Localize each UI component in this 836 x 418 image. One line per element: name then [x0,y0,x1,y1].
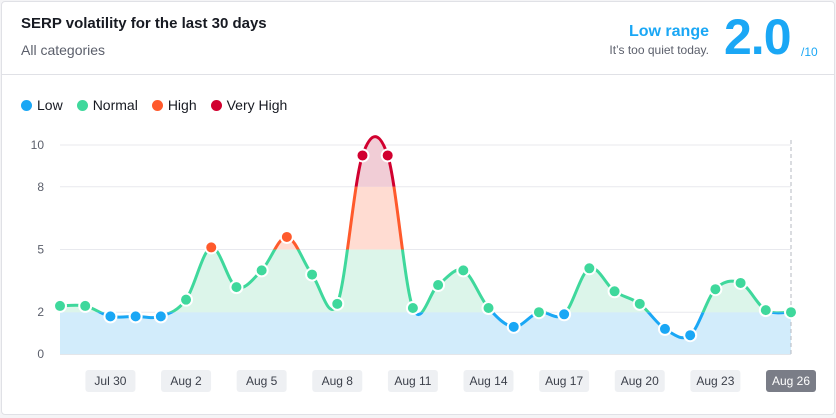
category-subtitle: All categories [21,42,106,58]
x-tick-label-box [690,370,741,392]
data-point[interactable] [784,305,798,320]
band-area-normal [60,249,791,313]
x-tick-label-box [236,370,287,392]
data-point[interactable] [481,301,496,316]
legend-dot-icon [76,99,88,111]
band-area-low [60,312,791,354]
x-tick-label-box [614,370,665,392]
data-point[interactable] [128,309,143,324]
data-point[interactable] [456,263,471,278]
data-point[interactable] [204,240,219,255]
x-tick-label: Aug 26 [772,374,810,388]
data-point[interactable] [506,319,521,334]
data-point[interactable] [733,275,748,290]
range-description: It’s too quiet today. [609,43,709,57]
legend-item-normal[interactable]: Normal [76,97,138,113]
x-tick-label-box [539,370,590,392]
data-point[interactable] [683,328,698,343]
x-tick-label: Aug 14 [469,374,507,388]
x-tick-label-box [387,370,438,392]
data-point[interactable] [405,301,420,316]
data-point[interactable] [254,263,269,278]
score-scale: /10 [801,45,818,59]
legend-label: Normal [92,97,138,113]
data-point[interactable] [607,284,622,299]
legend-dot-icon [210,99,222,111]
legend-item-low[interactable]: Low [21,97,63,113]
x-tick-label: Aug 20 [621,374,659,388]
data-point[interactable] [380,148,395,163]
x-tick-label: Aug 8 [322,374,354,388]
range-label: Low range [628,23,709,40]
x-tick-label-box [463,370,514,392]
data-point[interactable] [153,309,168,324]
data-point[interactable] [103,309,118,324]
legend-label: Very High [226,97,288,113]
y-tick-label: 2 [37,305,44,319]
x-tick-label: Jul 30 [94,374,126,388]
legend-item-very-high[interactable]: Very High [210,97,288,113]
y-tick-label: 10 [31,138,45,152]
legend-dot-icon [151,99,163,111]
y-tick-label: 8 [37,180,44,194]
data-point[interactable] [708,282,723,297]
volatility-score: 2.0 [724,9,792,65]
chart-legend: Low Normal High Very High [21,97,287,113]
x-tick-label-box [312,370,363,392]
card-title: SERP volatility for the last 30 days [21,15,267,32]
x-tick-label: Aug 17 [545,374,583,388]
data-point[interactable] [557,307,572,322]
data-point[interactable] [78,298,93,313]
x-tick-label: Aug 5 [246,374,278,388]
card-header: SERP volatility for the last 30 days All… [2,2,834,75]
data-point[interactable] [330,296,345,311]
x-tick-label-box [85,370,136,392]
data-point[interactable] [531,305,546,320]
data-point[interactable] [632,296,647,311]
y-tick-label: 5 [37,243,44,257]
x-tick-label: Aug 2 [170,374,202,388]
data-point[interactable] [179,292,194,307]
x-tick-label-box [161,370,212,392]
data-point[interactable] [657,321,672,336]
data-point[interactable] [431,278,446,293]
data-point[interactable] [355,148,370,163]
x-tick-label-box [766,370,816,392]
legend-item-high[interactable]: High [151,97,197,113]
legend-dot-icon [21,99,32,111]
data-point[interactable] [582,261,597,276]
data-point[interactable] [229,280,244,295]
x-tick-label: Aug 23 [696,374,734,388]
y-tick-label: 0 [37,347,44,361]
legend-label: Low [37,97,63,113]
x-tick-label: Aug 11 [394,374,431,388]
data-point[interactable] [53,298,67,313]
series-line-normal [59,249,792,313]
data-point[interactable] [758,303,773,318]
data-point[interactable] [305,267,320,282]
legend-label: High [167,97,197,113]
data-point[interactable] [279,229,294,244]
